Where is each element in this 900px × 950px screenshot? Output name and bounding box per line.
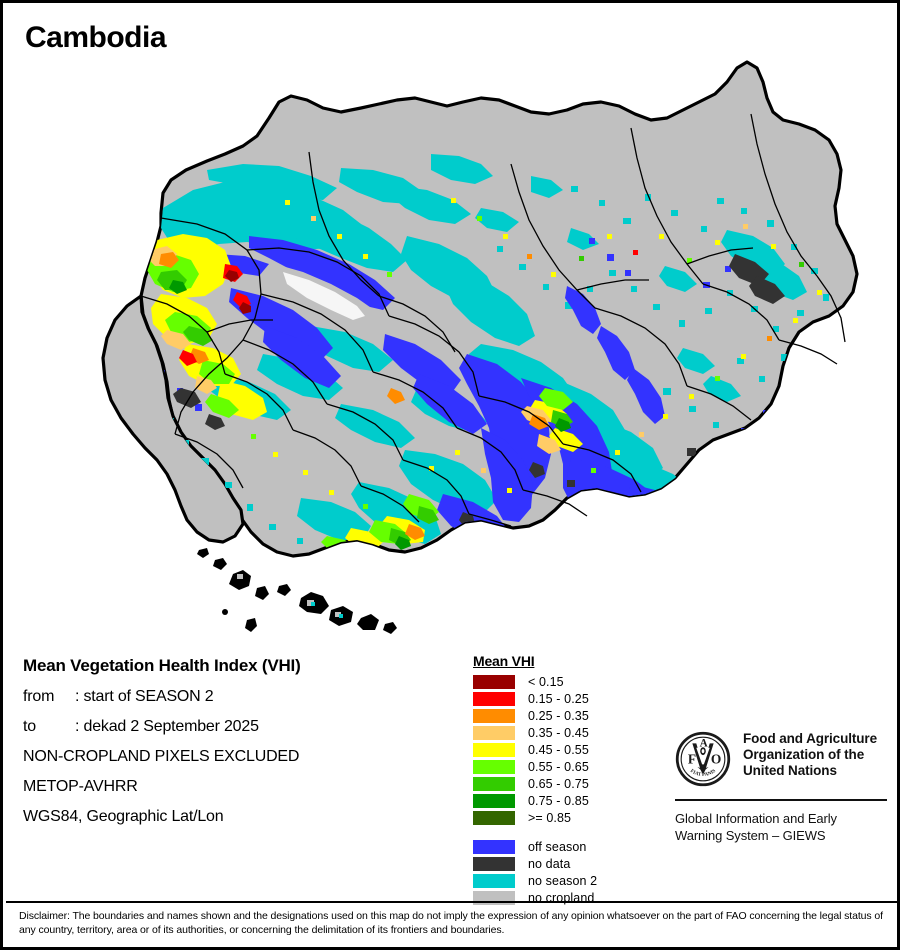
legend-spacer (473, 827, 653, 839)
legend-label: 0.55 - 0.65 (528, 760, 589, 774)
legend-swatch (473, 811, 515, 825)
legend-swatch (473, 857, 515, 871)
legend-label: < 0.15 (528, 675, 564, 689)
info-sensor: METOP-AVHRR (23, 778, 138, 795)
legend-swatch (473, 760, 515, 774)
legend-label: 0.35 - 0.45 (528, 726, 589, 740)
legend-item-class-8: >= 0.85 (473, 810, 653, 826)
info-from-key: from (23, 688, 55, 705)
legend-label: no data (528, 857, 571, 871)
legend-item-class-5: 0.55 - 0.65 (473, 759, 653, 775)
disclaimer-text: Disclaimer: The boundaries and names sho… (19, 910, 883, 936)
legend-item-special-3: no cropland (473, 890, 653, 906)
legend-item-special-2: no season 2 (473, 873, 653, 889)
legend-item-class-7: 0.75 - 0.85 (473, 793, 653, 809)
info-to-row: to : dekad 2 September 2025 (23, 718, 453, 736)
legend-swatch (473, 874, 515, 888)
page-title: Cambodia (25, 21, 167, 54)
legend-item-special-1: no data (473, 856, 653, 872)
info-from-value: : start of SEASON 2 (75, 688, 214, 705)
legend-item-class-2: 0.25 - 0.35 (473, 708, 653, 724)
map-info-block: Mean Vegetation Health Index (VHI) from:… (23, 656, 453, 838)
info-heading: Mean Vegetation Health Index (VHI) (23, 656, 301, 675)
legend-label: off season (528, 840, 587, 854)
svg-text:O: O (711, 751, 721, 766)
info-projection: WGS84, Geographic Lat/Lon (23, 808, 224, 825)
legend-label: 0.75 - 0.85 (528, 794, 589, 808)
fao-logo-row: F A O FIAT PANIS Food and Agriculture Org… (675, 731, 887, 787)
legend-item-class-4: 0.45 - 0.55 (473, 742, 653, 758)
giews-name: Global Information and Early Warning Syst… (675, 811, 837, 843)
legend-item-class-1: 0.15 - 0.25 (473, 691, 653, 707)
map-legend: Mean VHI < 0.15 0.15 - 0.25 0.25 - 0.35 0.3… (473, 653, 653, 907)
legend-item-special-0: off season (473, 839, 653, 855)
legend-swatch (473, 709, 515, 723)
legend-swatch (473, 777, 515, 791)
legend-item-class-6: 0.65 - 0.75 (473, 776, 653, 792)
fao-divider (675, 799, 887, 801)
info-from-row: from : start of SEASON 2 (23, 688, 453, 706)
legend-special-list: off season no data no season 2 no cropland (473, 839, 653, 906)
legend-item-class-0: < 0.15 (473, 674, 653, 690)
svg-text:A: A (700, 738, 708, 750)
disclaimer-divider (6, 901, 897, 903)
legend-title: Mean VHI (473, 653, 535, 669)
fao-org-name: Food and Agriculture Organization of the U… (743, 731, 877, 778)
island-cropland (237, 574, 343, 618)
map-canvas (11, 58, 895, 648)
legend-label: 0.25 - 0.35 (528, 709, 589, 723)
legend-swatch (473, 840, 515, 854)
legend-label: 0.15 - 0.25 (528, 692, 589, 706)
legend-item-class-3: 0.35 - 0.45 (473, 725, 653, 741)
legend-label: 0.65 - 0.75 (528, 777, 589, 791)
legend-label: 0.45 - 0.55 (528, 743, 589, 757)
cambodia-vhi-map (11, 58, 895, 648)
legend-swatch (473, 743, 515, 757)
legend-label: >= 0.85 (528, 811, 572, 825)
fao-motto: FIAT PANIS (689, 768, 717, 778)
fao-branding: F A O FIAT PANIS Food and Agriculture Org… (675, 731, 887, 844)
legend-swatch (473, 675, 515, 689)
fao-logo-icon: F A O FIAT PANIS (675, 731, 731, 787)
legend-label: no season 2 (528, 874, 598, 888)
legend-swatch (473, 726, 515, 740)
tonle-sap-lake (275, 264, 385, 330)
province-boundaries (140, 113, 846, 527)
legend-swatch (473, 794, 515, 808)
legend-swatch (473, 692, 515, 706)
info-exclusion: NON-CROPLAND PIXELS EXCLUDED (23, 748, 300, 765)
info-to-key: to (23, 718, 36, 735)
info-to-value: : dekad 2 September 2025 (75, 718, 259, 735)
legend-class-list: < 0.15 0.15 - 0.25 0.25 - 0.35 0.35 - 0.45 0… (473, 674, 653, 826)
svg-text:F: F (688, 751, 696, 766)
